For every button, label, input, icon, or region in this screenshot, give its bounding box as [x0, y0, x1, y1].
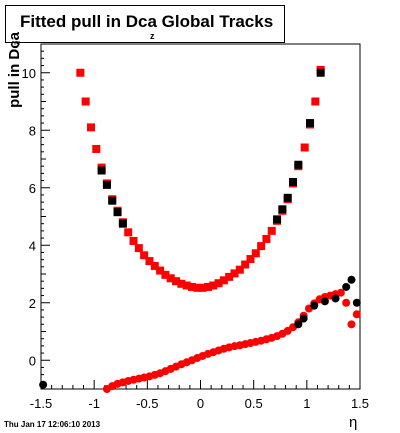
data-point-circle — [39, 380, 48, 389]
data-point-square — [118, 219, 127, 228]
y-axis-label-subscript: z — [11, 40, 22, 46]
data-point-circle — [299, 314, 308, 323]
data-point-square — [246, 255, 255, 264]
data-point-square — [294, 160, 303, 169]
x-tick-label: 1.5 — [351, 396, 369, 411]
data-point-square — [257, 242, 266, 251]
data-point-square — [273, 215, 282, 224]
data-point-circle — [347, 275, 356, 284]
data-point-square — [124, 228, 133, 237]
data-point-square — [193, 283, 202, 292]
data-point-square — [113, 208, 122, 217]
y-axis-label: pull in Dca — [6, 32, 23, 108]
data-point-square — [145, 257, 154, 266]
x-axis-label: η — [349, 414, 358, 431]
data-point-square — [311, 97, 320, 106]
timestamp: Thu Jan 17 12:06:10 2013 — [4, 420, 101, 429]
data-point-square — [172, 277, 181, 286]
data-point-square — [251, 249, 260, 258]
data-point-circle — [310, 301, 319, 310]
data-point-square — [209, 281, 218, 290]
data-point-square — [92, 144, 101, 153]
y-tick-label: 0 — [29, 353, 36, 368]
data-point-square — [241, 260, 250, 269]
data-point-square — [225, 272, 234, 281]
data-points — [39, 65, 361, 393]
x-tick-label: -1.5 — [30, 396, 52, 411]
y-tick-label: 6 — [29, 181, 36, 196]
data-point-square — [283, 193, 292, 202]
y-tick-label: 2 — [29, 296, 36, 311]
data-point-square — [306, 119, 315, 128]
data-point-square — [129, 236, 138, 245]
data-point-square — [187, 282, 196, 291]
data-point-square — [81, 97, 90, 106]
data-point-square — [108, 196, 117, 205]
data-point-circle — [336, 288, 345, 297]
x-tick-label: -0.5 — [136, 396, 158, 411]
x-tick-label: 0.5 — [245, 396, 263, 411]
y-tick-label: 8 — [29, 123, 36, 138]
x-tick-label: -1 — [88, 396, 100, 411]
data-point-circle — [352, 298, 361, 307]
title-box: Fitted pull in Dca Global Tracks z — [5, 5, 285, 43]
data-point-square — [300, 143, 309, 152]
data-point-square — [203, 282, 212, 291]
data-point-square — [156, 266, 165, 275]
chart-title: Fitted pull in Dca Global Tracks — [20, 12, 274, 31]
data-point-square — [86, 123, 95, 132]
x-tick-label: 1 — [303, 396, 310, 411]
data-point-square — [262, 234, 271, 243]
data-point-square — [166, 274, 175, 283]
plot-border — [40, 43, 361, 390]
data-point-square — [97, 166, 106, 175]
data-point-square — [198, 283, 207, 292]
data-point-circle — [294, 320, 303, 329]
plot-frame — [40, 43, 361, 390]
data-point-square — [134, 244, 143, 253]
data-point-square — [316, 68, 325, 77]
data-point-circle — [342, 298, 351, 307]
data-point-square — [230, 269, 239, 278]
data-point-square — [177, 279, 186, 288]
data-point-square — [161, 270, 170, 279]
data-point-circle — [347, 320, 356, 329]
data-point-square — [214, 279, 223, 288]
data-point-square — [267, 226, 276, 235]
data-point-circle — [320, 297, 329, 306]
data-point-square — [76, 68, 85, 77]
y-tick-label: 10 — [22, 66, 36, 81]
data-point-circle — [342, 282, 351, 291]
y-axis: 0 2 4 6 8 10 — [22, 43, 50, 390]
data-point-circle — [352, 310, 361, 319]
data-point-square — [235, 265, 244, 274]
x-tick-label: 0 — [197, 396, 204, 411]
data-point-square — [289, 178, 298, 186]
data-point-square — [278, 205, 287, 214]
data-point-circle — [331, 294, 340, 303]
data-point-square — [140, 251, 149, 260]
data-point-square — [182, 281, 191, 290]
y-tick-label: 4 — [29, 238, 36, 253]
data-point-square — [150, 261, 159, 270]
data-point-square — [219, 276, 228, 285]
chart-title-subscript: z — [150, 31, 155, 41]
data-point-square — [102, 180, 111, 189]
x-axis: -1.5 -1 -0.5 0 0.5 1 1.5 — [30, 380, 369, 411]
